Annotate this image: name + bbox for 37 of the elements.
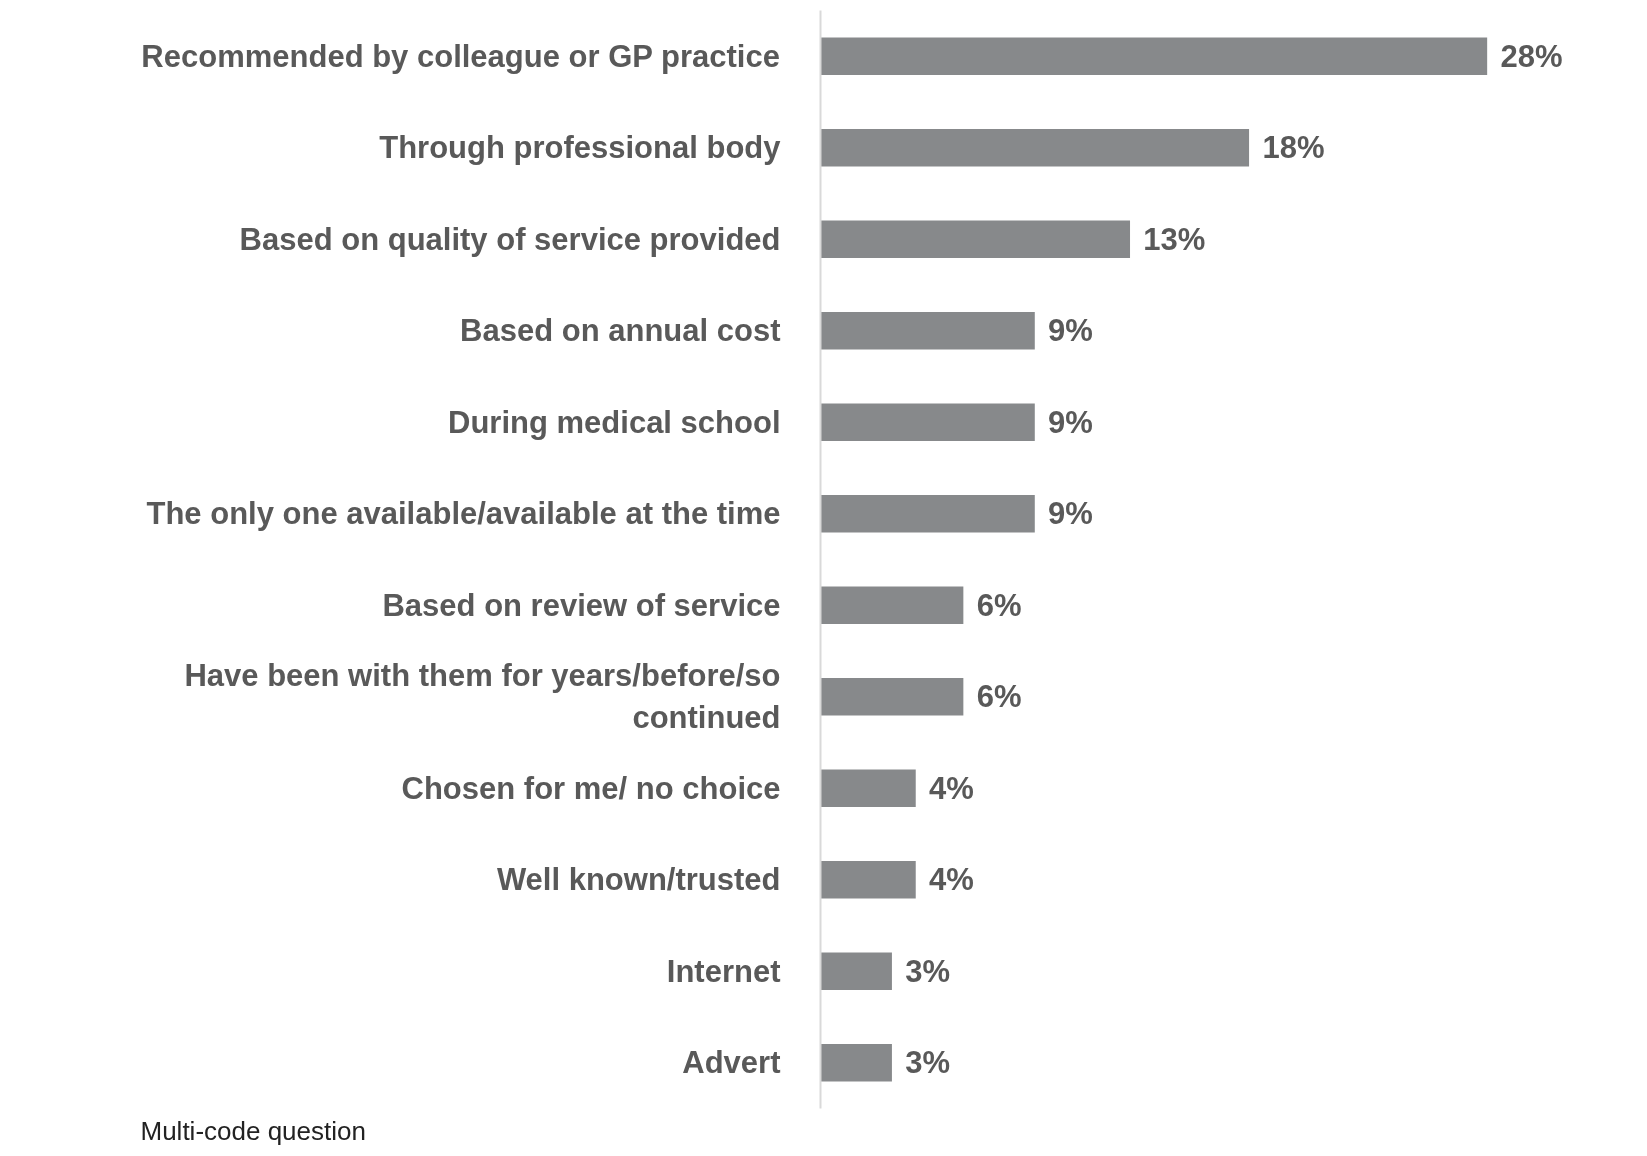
bar	[820, 403, 1035, 442]
bar	[820, 952, 892, 991]
bar	[820, 311, 1035, 350]
data-label: 9%	[1048, 404, 1093, 440]
y-tick-label: Based on annual cost	[460, 313, 781, 349]
data-label: 3%	[905, 953, 951, 989]
y-tick-label: Chosen for me/ no choice	[401, 770, 781, 806]
y-tick-label: Well known/trusted	[496, 862, 781, 898]
data-label: 4%	[929, 862, 974, 898]
y-tick-label: Have been with them for years/before/so continued	[184, 658, 781, 736]
bar	[820, 37, 1488, 76]
bar	[820, 586, 964, 625]
y-tick-label: Recommended by colleague or GP practice	[141, 38, 780, 74]
bar	[820, 220, 1131, 259]
data-label: 6%	[976, 679, 1022, 715]
bar	[820, 860, 916, 899]
bar	[820, 128, 1250, 167]
y-tick-label: Based on review of service	[382, 587, 781, 623]
data-label: 28%	[1500, 38, 1563, 74]
data-label: 6%	[976, 587, 1022, 623]
data-label: 13%	[1143, 221, 1206, 257]
bar	[820, 1043, 892, 1082]
bar	[820, 494, 1035, 533]
y-tick-label: Advert	[682, 1045, 781, 1081]
y-tick-label: During medical school	[448, 404, 781, 440]
y-tick-label: Internet	[666, 953, 781, 989]
data-label: 9%	[1048, 496, 1093, 532]
text: Multi-code question	[140, 1115, 366, 1146]
bar	[820, 677, 964, 716]
y-tick-label: Based on quality of service provided	[239, 221, 781, 257]
y-tick-label: The only one available/available at the time	[146, 496, 781, 532]
data-label: 3%	[905, 1045, 951, 1081]
data-label: 18%	[1262, 130, 1325, 166]
y-tick-label: Through professional body	[379, 130, 782, 166]
data-label: 4%	[929, 770, 974, 806]
data-label: 9%	[1048, 313, 1093, 349]
bar	[820, 769, 916, 808]
